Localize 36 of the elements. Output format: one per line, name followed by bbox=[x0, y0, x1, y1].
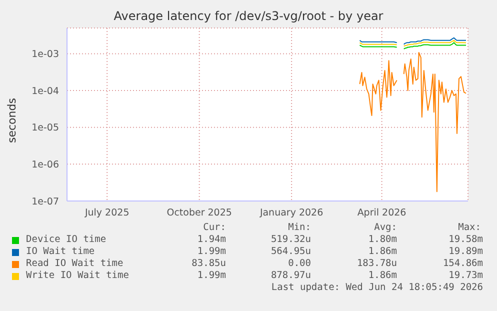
y-axis-title: seconds bbox=[6, 97, 18, 145]
x-tick-label: July 2025 bbox=[84, 208, 130, 219]
x-tick-label: October 2025 bbox=[166, 208, 232, 219]
legend-label: Device IO time bbox=[26, 234, 106, 245]
text: 1.94m bbox=[197, 234, 226, 245]
legend-label: Write IO Wait time bbox=[26, 270, 129, 281]
text: Min: bbox=[288, 222, 311, 233]
text: 1.99m bbox=[197, 270, 226, 281]
y-tick-label: 1e-07 bbox=[32, 196, 59, 208]
text: 83.85u bbox=[192, 258, 226, 269]
text: 878.97u bbox=[270, 270, 311, 281]
text: 519.32u bbox=[270, 234, 311, 245]
text: 183.78u bbox=[356, 258, 397, 269]
legend-label: IO Wait time bbox=[26, 246, 95, 257]
chart-title: Average latency for /dev/s3-vg/root - by year bbox=[112, 9, 384, 23]
text: 1.80m bbox=[368, 234, 397, 245]
text: 1.86m bbox=[368, 270, 397, 281]
x-tick-label: January 2026 bbox=[258, 208, 324, 219]
y-tick-label: 1e-06 bbox=[32, 160, 59, 171]
y-tick-label: 1e-05 bbox=[32, 122, 59, 134]
text: 1.86m bbox=[368, 246, 397, 257]
text: 154.86m bbox=[442, 258, 483, 269]
text: 19.58m bbox=[448, 234, 483, 245]
text: 19.73m bbox=[448, 270, 483, 281]
text: Last update: Wed Jun 24 18:05:49 2026 bbox=[271, 282, 483, 293]
text: Max: bbox=[458, 222, 481, 233]
y-tick-label: 1e-04 bbox=[32, 86, 59, 97]
text: 1.99m bbox=[197, 246, 226, 257]
text: 564.95u bbox=[270, 246, 311, 257]
text: Cur: bbox=[203, 222, 226, 233]
y-tick-label: 1e-03 bbox=[32, 49, 59, 60]
text: 19.89m bbox=[448, 246, 483, 257]
text: Avg: bbox=[374, 222, 397, 233]
legend-label: Read IO Wait time bbox=[26, 258, 124, 269]
text: 0.00 bbox=[288, 258, 311, 269]
x-tick-label: April 2026 bbox=[357, 208, 406, 219]
